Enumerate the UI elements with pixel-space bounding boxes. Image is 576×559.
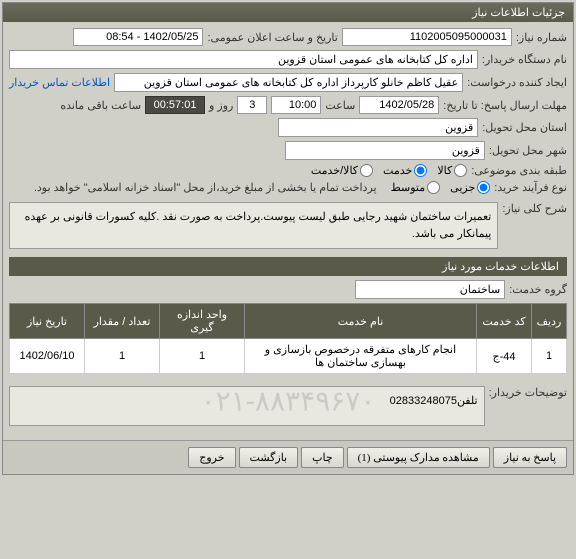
- services-header: اطلاعات خدمات مورد نیاز: [9, 257, 567, 276]
- deadline-label: مهلت ارسال پاسخ: تا تاریخ:: [443, 99, 567, 112]
- subject-radio-group: کالا خدمت کالا/خدمت: [311, 164, 467, 177]
- radio-medium[interactable]: متوسط: [391, 181, 441, 194]
- radio-service[interactable]: خدمت: [383, 164, 427, 177]
- requester-label: ایجاد کننده درخواست:: [467, 76, 567, 89]
- row-city: شهر محل تحویل: قزوین: [9, 141, 567, 160]
- requester-field: عقیل کاظم خانلو کارپرداز اداره کل کتابخا…: [114, 73, 463, 92]
- buyer-notes-box: تلفن02833248075: [9, 386, 485, 426]
- buyer-org-field: اداره کل کتابخانه های عمومی استان قزوین: [9, 50, 478, 69]
- service-group-label: گروه خدمت:: [509, 283, 567, 296]
- payment-note: پرداخت تمام یا بخشی از مبلغ خرید،از محل …: [34, 181, 377, 194]
- radio-service-input[interactable]: [414, 164, 427, 177]
- city-field: قزوین: [285, 141, 485, 160]
- province-label: استان محل تحویل:: [482, 121, 567, 134]
- announce-label: تاریخ و ساعت اعلان عمومی:: [207, 31, 337, 44]
- col-date: تاریخ نیاز: [10, 304, 85, 339]
- main-desc-box: تعمیرات ساختمان شهید رجایی طبق لیست پیوس…: [9, 202, 498, 249]
- row-buyer-org: نام دستگاه خریدار: اداره کل کتابخانه های…: [9, 50, 567, 69]
- radio-tiny-label: جزیی: [450, 181, 475, 194]
- table-header-row: ردیف کد خدمت نام خدمت واحد اندازه گیری ت…: [10, 304, 567, 339]
- attachments-button[interactable]: مشاهده مدارک پیوستی (1): [347, 447, 490, 468]
- radio-medium-label: متوسط: [391, 181, 426, 194]
- time-label: ساعت: [325, 99, 355, 112]
- col-name: نام خدمت: [245, 304, 477, 339]
- row-service-group: گروه خدمت: ساختمان: [9, 280, 567, 299]
- deadline-date-field: 1402/05/28: [359, 96, 439, 114]
- radio-medium-input[interactable]: [427, 181, 440, 194]
- cell-date: 1402/06/10: [10, 339, 85, 374]
- radio-goods-input[interactable]: [454, 164, 467, 177]
- back-button[interactable]: بازگشت: [239, 447, 299, 468]
- col-unit: واحد اندازه گیری: [160, 304, 245, 339]
- col-code: کد خدمت: [477, 304, 532, 339]
- radio-goods[interactable]: کالا: [437, 164, 467, 177]
- row-process-type: نوع فرآیند خرید: جزیی متوسط پرداخت تمام …: [9, 181, 567, 194]
- button-bar: پاسخ به نیاز مشاهده مدارک پیوستی (1) چاپ…: [3, 440, 573, 474]
- subject-cat-label: طبقه بندی موضوعی:: [471, 164, 567, 177]
- buyer-org-label: نام دستگاه خریدار:: [482, 53, 567, 66]
- panel-title: جزئیات اطلاعات نیاز: [3, 3, 573, 22]
- cell-code: 44-ج: [477, 339, 532, 374]
- col-qty: تعداد / مقدار: [85, 304, 160, 339]
- remain-time-field: 00:57:01: [145, 96, 205, 114]
- radio-goods-label: کالا: [437, 164, 452, 177]
- row-province: استان محل تحویل: قزوین: [9, 118, 567, 137]
- services-table: ردیف کد خدمت نام خدمت واحد اندازه گیری ت…: [9, 303, 567, 374]
- days-label: روز و: [209, 99, 233, 112]
- row-buyer-notes: توضیحات خریدار: تلفن02833248075: [9, 382, 567, 430]
- row-main-desc: شرح کلی نیاز: تعمیرات ساختمان شهید رجایی…: [9, 198, 567, 253]
- table-row[interactable]: 1 44-ج انجام کارهای متفرقه درخصوص بازساز…: [10, 339, 567, 374]
- process-radio-group: جزیی متوسط: [391, 181, 491, 194]
- radio-goods-service-label: کالا/خدمت: [311, 164, 358, 177]
- cell-unit: 1: [160, 339, 245, 374]
- col-row: ردیف: [532, 304, 567, 339]
- days-field: 3: [237, 96, 267, 114]
- remain-label: ساعت باقی مانده: [60, 99, 141, 112]
- announce-field: 1402/05/25 - 08:54: [73, 28, 203, 46]
- row-requester: ایجاد کننده درخواست: عقیل کاظم خانلو کار…: [9, 73, 567, 92]
- panel-body: شماره نیاز: 1102005095000031 تاریخ و ساع…: [3, 22, 573, 440]
- radio-service-label: خدمت: [383, 164, 412, 177]
- reply-button[interactable]: پاسخ به نیاز: [493, 447, 567, 468]
- radio-tiny-input[interactable]: [477, 181, 490, 194]
- buyer-notes-label: توضیحات خریدار:: [489, 382, 567, 399]
- radio-goods-service[interactable]: کالا/خدمت: [311, 164, 373, 177]
- cell-qty: 1: [85, 339, 160, 374]
- contact-link[interactable]: اطلاعات تماس خریدار: [9, 76, 110, 89]
- city-label: شهر محل تحویل:: [489, 144, 567, 157]
- need-no-field: 1102005095000031: [342, 28, 512, 46]
- exit-button[interactable]: خروج: [188, 447, 235, 468]
- process-type-label: نوع فرآیند خرید:: [494, 181, 567, 194]
- need-no-label: شماره نیاز:: [516, 31, 567, 44]
- main-desc-label: شرح کلی نیاز:: [502, 198, 567, 215]
- service-group-field: ساختمان: [355, 280, 505, 299]
- main-panel: جزئیات اطلاعات نیاز شماره نیاز: 11020050…: [2, 2, 574, 475]
- cell-name: انجام کارهای متفرقه درخصوص بازسازی و بهس…: [245, 339, 477, 374]
- radio-goods-service-input[interactable]: [360, 164, 373, 177]
- print-button[interactable]: چاپ: [301, 447, 344, 468]
- row-subject-cat: طبقه بندی موضوعی: کالا خدمت کالا/خدمت: [9, 164, 567, 177]
- row-need-no: شماره نیاز: 1102005095000031 تاریخ و ساع…: [9, 28, 567, 46]
- province-field: قزوین: [278, 118, 478, 137]
- radio-tiny[interactable]: جزیی: [450, 181, 490, 194]
- cell-row: 1: [532, 339, 567, 374]
- deadline-time-field: 10:00: [271, 96, 321, 114]
- row-deadline: مهلت ارسال پاسخ: تا تاریخ: 1402/05/28 سا…: [9, 96, 567, 114]
